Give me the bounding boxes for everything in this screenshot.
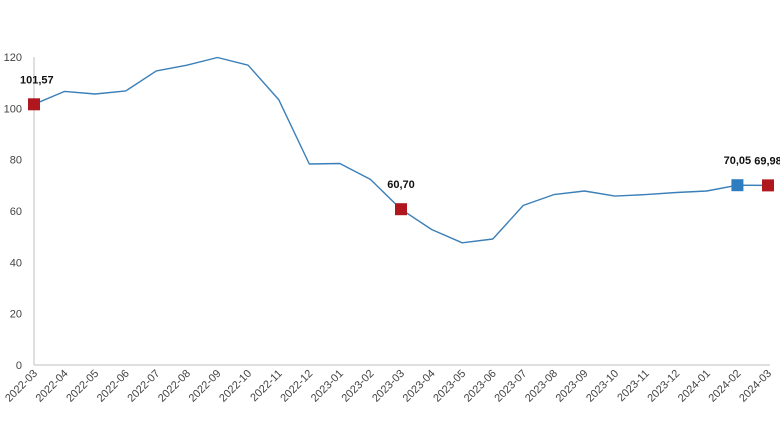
y-tick-label: 80: [10, 155, 22, 167]
y-tick-label: 60: [10, 206, 22, 218]
x-tick-label: 2023-04: [401, 368, 438, 405]
y-tick-label: 0: [16, 360, 22, 372]
x-tick-label: 2023-08: [523, 368, 560, 405]
x-tick-label: 2022-04: [34, 368, 71, 405]
annotation-markers: [28, 98, 774, 216]
data-point-marker: [395, 203, 407, 216]
data-labels: 101,57 60,70 70,05 69,98: [20, 74, 780, 191]
x-tick-label: 2022-09: [187, 368, 224, 405]
x-tick-label: 2023-03: [370, 368, 407, 405]
x-tick-label: 2022-07: [125, 368, 162, 405]
x-tick-label: 2023-05: [431, 368, 468, 405]
x-tick-label: 2023-10: [584, 368, 621, 405]
x-tick-labels: 2022-032022-042022-052022-062022-072022-…: [3, 368, 774, 405]
x-tick-label: 2023-01: [309, 368, 346, 405]
x-tick-label: 2022-06: [95, 368, 132, 405]
x-tick-label: 2022-08: [156, 368, 193, 405]
x-tick-label: 2024-03: [737, 368, 774, 405]
x-tick-label: 2023-11: [615, 368, 651, 404]
x-tick-label: 2024-02: [707, 368, 744, 405]
x-tick-label: 2023-09: [554, 368, 591, 405]
x-tick-label: 2022-03: [3, 368, 40, 405]
data-label: 69,98: [754, 155, 780, 167]
x-tick-label: 2022-05: [64, 368, 101, 405]
y-tick-label: 20: [10, 309, 22, 321]
x-tick-label: 2023-02: [340, 368, 377, 405]
data-point-marker: [731, 179, 744, 192]
x-tick-label: 2023-07: [492, 368, 529, 405]
data-label: 101,57: [20, 74, 54, 86]
x-tick-label: 2024-01: [676, 368, 713, 405]
x-tick-label: 2022-10: [217, 368, 254, 405]
data-label: 60,70: [387, 179, 415, 191]
data-point-marker: [28, 98, 40, 111]
y-tick-labels: 0 20 40 60 80 100 120: [4, 52, 22, 372]
data-point-marker: [762, 179, 774, 192]
x-tick-label: 2022-11: [248, 368, 284, 404]
x-tick-label: 2023-06: [462, 368, 499, 405]
x-tick-label: 2023-12: [645, 368, 682, 405]
x-tick-label: 2022-12: [278, 368, 315, 405]
data-label: 70,05: [724, 155, 752, 167]
y-tick-label: 120: [4, 52, 22, 64]
y-tick-label: 100: [4, 103, 22, 115]
y-tick-label: 40: [10, 257, 22, 269]
